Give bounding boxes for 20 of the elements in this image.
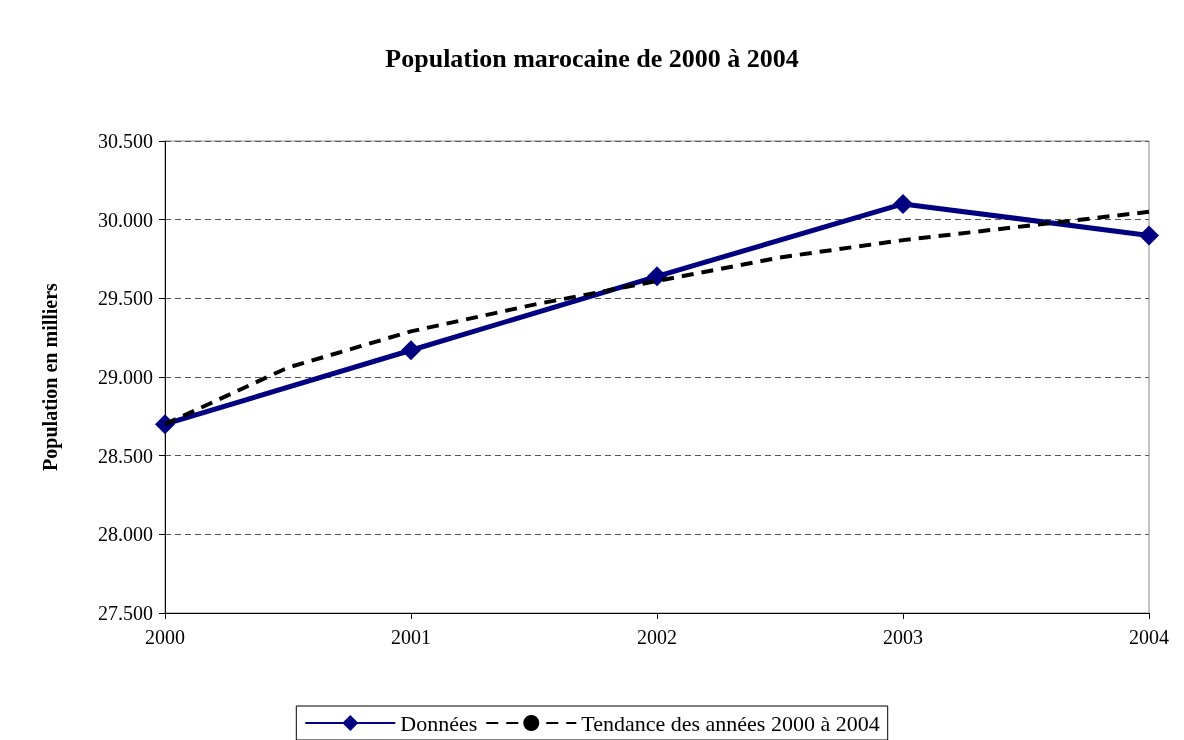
y-tick-label: 30.500 [98, 130, 153, 152]
legend-label: Tendance des années 2000 à 2004 [581, 710, 880, 736]
y-axis-title: Population en milliers [39, 282, 62, 471]
y-tick-label: 29.000 [98, 366, 153, 388]
y-tick-label: 27.500 [98, 602, 153, 624]
x-tick-label: 2001 [391, 626, 431, 648]
x-tick-label: 2002 [637, 626, 677, 648]
legend-label: Données [400, 710, 478, 736]
y-tick-label: 29.500 [98, 287, 153, 310]
x-tick-label: 2004 [1129, 626, 1169, 648]
point [893, 193, 913, 214]
x-tick-label: 2003 [883, 626, 923, 648]
x-tick-label: 2000 [145, 626, 185, 648]
point [401, 340, 421, 361]
point [1139, 225, 1159, 246]
point [647, 266, 667, 287]
y-tick-label: 28.000 [98, 523, 153, 546]
y-tick-label: 30.000 [98, 208, 153, 231]
y-tick-label: 28.500 [98, 444, 153, 467]
chart-title: Population marocaine de 2000 à 2004 [385, 43, 799, 73]
